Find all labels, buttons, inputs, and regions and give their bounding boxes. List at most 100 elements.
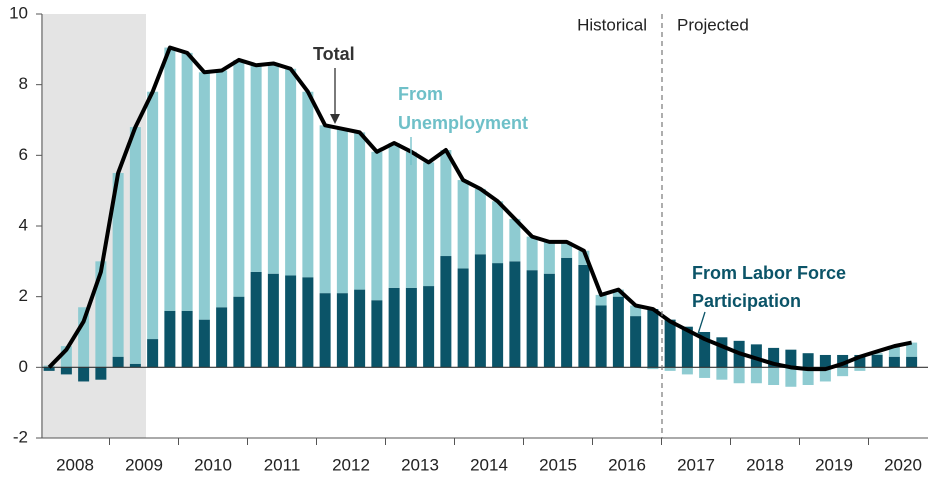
- bar-segment: [319, 125, 331, 294]
- bar-segment: [664, 319, 676, 368]
- bar-segment: [457, 268, 469, 368]
- bar-segment: [543, 273, 555, 368]
- bar-segment: [216, 307, 228, 368]
- bar-segment: [423, 286, 435, 368]
- bar-segment: [129, 363, 141, 368]
- x-tick-label: 2019: [815, 455, 853, 474]
- x-tick-label: 2013: [401, 455, 439, 474]
- bar-segment: [267, 273, 279, 368]
- unemployment-label: From Unemployment: [398, 84, 529, 133]
- x-tick-label: 2009: [125, 455, 163, 474]
- bar-segment: [578, 264, 590, 368]
- plot: -2 0 2 4 6 8 10 2008 2009 2010 2011 2012 2013 2014 201…: [9, 3, 928, 474]
- bar-segment: [43, 367, 55, 371]
- x-tick-label: 2014: [470, 455, 508, 474]
- bar-segment: [164, 310, 176, 368]
- bar-segment: [837, 354, 849, 368]
- x-tick-label: 2015: [539, 455, 577, 474]
- bar-segment: [854, 367, 866, 371]
- bar-segment: [837, 367, 849, 377]
- bar-segment: [906, 356, 918, 368]
- bar-segment: [561, 257, 573, 368]
- bar-segment: [647, 309, 659, 368]
- bar-segment: [664, 367, 676, 371]
- y-tick-label: 2: [19, 286, 28, 305]
- bar-segment: [405, 287, 417, 368]
- bar-segment: [371, 300, 383, 368]
- bar-segment: [250, 65, 262, 272]
- bar-segment: [888, 356, 900, 368]
- x-tick-label: 2012: [332, 455, 370, 474]
- bar-segment: [267, 63, 279, 274]
- bar-segment: [147, 339, 159, 368]
- bar-segment: [509, 218, 521, 262]
- bar-segment: [457, 180, 469, 269]
- bar-segment: [630, 316, 642, 368]
- bar-segment: [78, 307, 90, 368]
- bar-segment: [785, 367, 797, 387]
- bar-segment: [371, 151, 383, 301]
- x-tick-label: 2010: [194, 455, 232, 474]
- bar-segment: [681, 367, 693, 375]
- bar-segment: [405, 151, 417, 288]
- bar-segment: [561, 241, 573, 258]
- bar-segment: [440, 150, 452, 257]
- bar-segment: [802, 353, 814, 368]
- historical-label: Historical: [577, 15, 647, 34]
- bar-segment: [802, 367, 814, 385]
- bar-segment: [198, 319, 210, 368]
- bar-segment: [543, 241, 555, 274]
- bar-segment: [285, 275, 297, 368]
- bar-segment: [440, 256, 452, 368]
- bar-segment: [526, 270, 538, 368]
- projected-label: Projected: [677, 15, 749, 34]
- bar-segment: [198, 72, 210, 320]
- y-tick-label: 8: [19, 74, 28, 93]
- bar-segment: [768, 347, 780, 368]
- bar-segment: [854, 354, 866, 368]
- bar-segment: [112, 173, 124, 357]
- bar-segment: [819, 367, 831, 382]
- bar-segment: [492, 201, 504, 264]
- x-tick-label: 2017: [677, 455, 715, 474]
- bar-segment: [733, 367, 745, 384]
- bar-segment: [699, 367, 711, 378]
- bar-segment: [595, 305, 607, 368]
- y-tick-label: 6: [19, 145, 28, 164]
- x-tick-label: 2016: [608, 455, 646, 474]
- bar-segment: [595, 294, 607, 306]
- bar-segment: [302, 91, 314, 278]
- bar-segment: [699, 332, 711, 368]
- bar-segment: [78, 367, 90, 382]
- bar-segment: [474, 188, 486, 255]
- bar-segment: [60, 367, 72, 375]
- bar-segment: [336, 128, 348, 294]
- bar-segment: [302, 277, 314, 368]
- bar-segment: [216, 70, 228, 308]
- bar-segment: [509, 261, 521, 368]
- bar-segment: [871, 354, 883, 368]
- x-tick-label: 2011: [264, 455, 301, 474]
- bar-segment: [526, 236, 538, 271]
- bar-segment: [474, 254, 486, 368]
- bar-segment: [129, 127, 141, 364]
- x-tick-label: 2020: [884, 455, 922, 474]
- bar-segment: [423, 162, 435, 287]
- bar-segment: [681, 326, 693, 368]
- bar-segment: [285, 68, 297, 276]
- bar-segment: [578, 250, 590, 265]
- x-tick-label: 2008: [56, 455, 94, 474]
- bar-segment: [612, 296, 624, 368]
- bar-segment: [95, 261, 107, 368]
- bar-segment: [819, 354, 831, 368]
- y-tick-label: 0: [19, 357, 28, 376]
- bar-segment: [888, 346, 900, 357]
- bar-segment: [750, 344, 762, 368]
- bar-segment: [630, 305, 642, 317]
- bar-segment: [354, 132, 366, 290]
- bar-segment: [492, 263, 504, 368]
- bar-segment: [768, 367, 780, 385]
- bar-segment: [388, 287, 400, 368]
